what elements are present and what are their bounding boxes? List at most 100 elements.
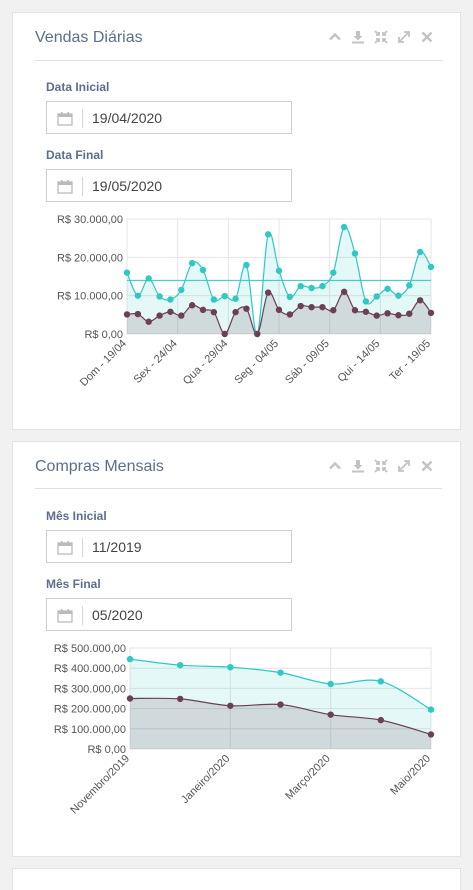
- series-a-point: [134, 292, 142, 299]
- series-a-point: [319, 282, 326, 290]
- start-date-field[interactable]: [46, 101, 292, 134]
- series-b-point: [406, 310, 413, 317]
- series-b-point: [134, 310, 142, 318]
- series-a-point: [277, 669, 284, 676]
- series-b-point: [277, 701, 284, 708]
- end-date-input[interactable]: [92, 170, 282, 201]
- series-a-point: [243, 261, 250, 269]
- series-a-point: [384, 285, 391, 292]
- series-b-point: [297, 302, 304, 310]
- series-a-point: [145, 275, 152, 282]
- start-month-field[interactable]: [46, 530, 292, 563]
- series-a-point: [275, 267, 283, 274]
- end-date-field[interactable]: [46, 169, 292, 202]
- series-b-point: [427, 731, 435, 738]
- start-date-label: Data Inicial: [46, 80, 110, 94]
- start-date-input[interactable]: [92, 102, 282, 133]
- start-month-input[interactable]: [92, 531, 282, 562]
- x-tick-label: Sex - 24/04: [132, 338, 180, 386]
- series-b-point: [384, 310, 391, 317]
- series-b-point: [123, 311, 131, 318]
- series-a-point: [427, 263, 435, 271]
- start-month-label: Mês Inicial: [46, 509, 107, 523]
- x-tick-label: Março/2020: [283, 753, 333, 803]
- series-a-point: [395, 292, 402, 299]
- y-tick-label: R$ 400.000,00: [54, 663, 126, 675]
- series-b-point: [167, 308, 174, 315]
- series-b-point: [254, 330, 261, 338]
- x-tick-label: Sáb - 09/05: [283, 338, 332, 387]
- series-a-point: [126, 655, 134, 663]
- series-b-point: [145, 318, 152, 325]
- compras-mensais-panel: Compras Mensais Mês Inicial Mês Final R$…: [12, 441, 461, 857]
- end-date-label: Data Final: [46, 148, 104, 162]
- calendar-icon: [57, 180, 73, 194]
- expand-icon[interactable]: [397, 30, 411, 44]
- divider: [35, 60, 442, 61]
- calendar-icon: [57, 609, 73, 623]
- compress-icon[interactable]: [374, 30, 388, 44]
- series-a-point: [330, 269, 337, 276]
- panel-title: Vendas Diárias: [35, 29, 143, 46]
- series-a-point: [406, 282, 413, 289]
- chevron-up-icon[interactable]: [328, 30, 342, 44]
- series-a-point: [199, 266, 207, 274]
- x-tick-label: Maio/2020: [388, 753, 433, 798]
- panel-title: Compras Mensais: [35, 458, 164, 475]
- series-a-point: [427, 706, 435, 713]
- x-tick-label: Qua - 29/04: [181, 338, 231, 388]
- series-a-point: [286, 293, 294, 301]
- series-b-point: [188, 302, 196, 309]
- series-b-point: [210, 308, 218, 316]
- series-a-point: [188, 259, 196, 267]
- x-tick-label: Dom - 19/04: [78, 338, 129, 389]
- series-b-point: [178, 312, 185, 319]
- x-tick-label: Ter - 19/05: [387, 338, 433, 384]
- compress-icon[interactable]: [374, 459, 388, 473]
- series-a-point: [176, 661, 184, 669]
- chevron-up-icon[interactable]: [328, 459, 342, 473]
- expand-icon[interactable]: [397, 459, 411, 473]
- series-a-point: [264, 231, 272, 238]
- calendar-icon: [57, 112, 73, 126]
- divider: [35, 488, 442, 489]
- series-b-point: [377, 716, 385, 724]
- series-b-point: [330, 307, 337, 314]
- y-tick-label: R$ 300.000,00: [54, 683, 126, 695]
- series-a-point: [351, 250, 359, 257]
- close-icon[interactable]: [420, 459, 434, 473]
- download-icon[interactable]: [351, 459, 365, 473]
- series-b-point: [275, 306, 283, 314]
- y-tick-label: R$ 10.000,00: [57, 291, 123, 303]
- series-b-point: [319, 303, 326, 311]
- series-b-point: [395, 312, 402, 319]
- monthly-purchases-chart: R$ 0,00 R$ 100.000,00 R$ 200.000,00 R$ 300.…: [54, 643, 435, 817]
- series-b-point: [373, 312, 380, 319]
- x-tick-label: Janeiro/2020: [179, 753, 232, 806]
- end-month-label: Mês Final: [46, 577, 101, 591]
- series-a-point: [297, 282, 304, 290]
- end-month-field[interactable]: [46, 598, 292, 631]
- series-a-point: [232, 295, 239, 302]
- series-a-point: [377, 678, 385, 685]
- series-a-point: [327, 680, 334, 688]
- close-icon[interactable]: [420, 30, 434, 44]
- vendas-diarias-panel: Vendas Diárias Data Inicial Data Final R…: [12, 12, 461, 430]
- download-icon[interactable]: [351, 30, 365, 44]
- end-month-input[interactable]: [92, 599, 282, 630]
- next-panel: [12, 868, 461, 890]
- y-tick-label: R$ 100.000,00: [54, 724, 126, 736]
- series-a-point: [227, 663, 234, 671]
- series-b-point: [243, 305, 250, 312]
- series-b-point: [232, 308, 239, 316]
- series-b-point: [308, 303, 315, 311]
- series-b-point: [156, 312, 163, 319]
- series-a-point: [308, 284, 315, 292]
- series-b-point: [221, 330, 228, 338]
- series-b-point: [264, 289, 272, 296]
- series-a-point: [156, 293, 163, 300]
- series-b-point: [176, 695, 184, 703]
- series-a-point: [210, 296, 218, 303]
- series-b-point: [199, 306, 207, 314]
- x-tick-label: Novembro/2019: [68, 753, 132, 817]
